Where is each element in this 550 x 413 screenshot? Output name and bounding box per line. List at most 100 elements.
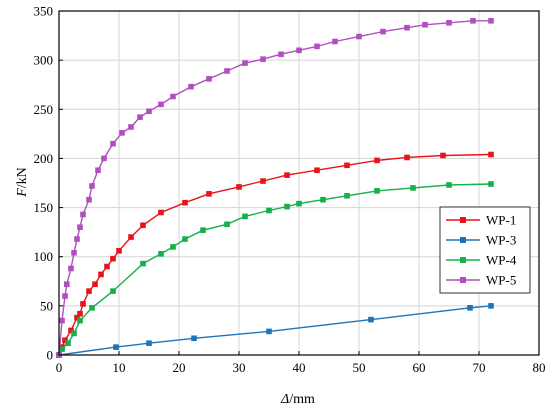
data-point-wp-1	[440, 152, 446, 159]
data-point-wp-4	[71, 330, 77, 337]
series-wp-4	[56, 181, 494, 358]
data-point-wp-1	[374, 157, 380, 164]
data-point-wp-1	[140, 222, 146, 229]
data-point-wp-1	[158, 209, 164, 216]
data-point-wp-5	[62, 293, 68, 299]
legend-marker	[460, 237, 466, 243]
data-point-wp-5	[137, 114, 143, 120]
data-point-wp-5	[314, 43, 320, 50]
series-wp-3	[56, 303, 494, 358]
data-point-wp-3	[146, 340, 152, 347]
data-point-wp-1	[80, 301, 86, 307]
legend: WP-1 WP-3 WP-4 WP-5	[439, 206, 531, 294]
data-point-wp-4	[224, 221, 230, 228]
data-point-wp-4	[89, 305, 95, 311]
series-layer	[56, 18, 494, 358]
legend-box	[439, 206, 531, 294]
data-point-wp-5	[80, 211, 86, 218]
data-point-wp-5	[74, 236, 80, 242]
data-point-wp-1	[110, 255, 116, 262]
data-point-wp-3	[266, 328, 272, 335]
data-point-wp-5	[278, 51, 284, 58]
data-point-wp-1	[488, 151, 494, 158]
data-point-wp-5	[260, 56, 266, 62]
data-point-wp-5	[146, 108, 152, 115]
grid	[59, 11, 539, 355]
data-point-wp-5	[332, 38, 338, 45]
series-line-wp-4	[58, 183, 492, 356]
y-tick-label: 300	[34, 53, 54, 68]
data-point-wp-5	[95, 167, 101, 174]
legend-item-wp-1: WP-1	[446, 213, 516, 228]
data-point-wp-1	[128, 234, 134, 240]
legend-marker	[460, 277, 466, 283]
data-point-wp-5	[446, 19, 452, 26]
x-axis-title: Δ/mm	[280, 392, 315, 407]
data-point-wp-4	[374, 188, 380, 194]
data-point-wp-3	[467, 305, 473, 311]
x-tick-label: 0	[56, 360, 63, 375]
data-point-wp-1	[284, 172, 290, 178]
x-tick-label: 50	[353, 360, 366, 375]
data-point-wp-4	[140, 260, 146, 267]
data-point-wp-1	[182, 199, 188, 206]
data-point-wp-1	[92, 281, 98, 288]
data-point-wp-5	[128, 124, 134, 130]
data-point-wp-1	[104, 263, 110, 270]
data-point-wp-4	[170, 244, 176, 250]
x-tick-label: 70	[473, 360, 486, 375]
data-point-wp-4	[65, 340, 71, 347]
data-point-wp-4	[158, 250, 164, 257]
legend-item-wp-4: WP-4	[446, 253, 517, 268]
data-point-wp-5	[170, 93, 176, 100]
y-tick-label: 100	[34, 249, 54, 264]
data-point-wp-3	[113, 344, 119, 350]
data-point-wp-5	[158, 101, 164, 108]
data-point-wp-4	[182, 236, 188, 242]
legend-label: WP-5	[486, 273, 516, 288]
y-tick-label: 200	[34, 151, 54, 166]
x-tick-label: 60	[413, 360, 426, 375]
data-point-wp-4	[200, 227, 206, 233]
data-point-wp-4	[488, 181, 494, 187]
data-point-wp-4	[242, 213, 248, 220]
data-point-wp-1	[98, 271, 104, 278]
data-point-wp-1	[260, 178, 266, 184]
legend-item-wp-5: WP-5	[446, 273, 516, 288]
data-point-wp-5	[296, 47, 302, 54]
y-tick-label: 150	[34, 200, 54, 215]
data-point-wp-5	[101, 155, 107, 162]
data-point-wp-4	[77, 317, 83, 324]
data-point-wp-1	[68, 327, 74, 334]
y-tick-label: 0	[47, 348, 54, 363]
data-point-wp-5	[71, 249, 77, 256]
data-point-wp-1	[74, 314, 80, 321]
data-point-wp-4	[410, 185, 416, 191]
data-point-wp-4	[284, 203, 290, 210]
data-point-wp-5	[422, 21, 428, 28]
data-point-wp-1	[404, 154, 410, 161]
y-axis-title: F/kN	[15, 167, 30, 198]
data-point-wp-1	[62, 337, 68, 344]
legend-item-wp-3: WP-3	[446, 233, 516, 248]
data-point-wp-3	[488, 303, 494, 309]
series-line-wp-1	[58, 153, 492, 356]
data-point-wp-1	[314, 167, 320, 174]
data-point-wp-1	[116, 248, 122, 254]
data-point-wp-5	[356, 33, 362, 40]
data-point-wp-4	[59, 346, 65, 352]
data-point-wp-4	[320, 196, 326, 203]
x-tick-label: 10	[113, 360, 126, 375]
data-point-wp-5	[404, 24, 410, 31]
legend-label: WP-3	[486, 233, 516, 248]
data-point-wp-5	[86, 196, 92, 203]
x-tick-label: 40	[293, 360, 306, 375]
data-point-wp-4	[296, 200, 302, 207]
data-point-wp-5	[206, 76, 212, 82]
data-point-wp-5	[64, 281, 70, 288]
data-point-wp-3	[191, 335, 197, 342]
legend-marker	[460, 257, 466, 263]
data-point-wp-1	[344, 162, 350, 169]
legend-label: WP-1	[486, 213, 516, 228]
